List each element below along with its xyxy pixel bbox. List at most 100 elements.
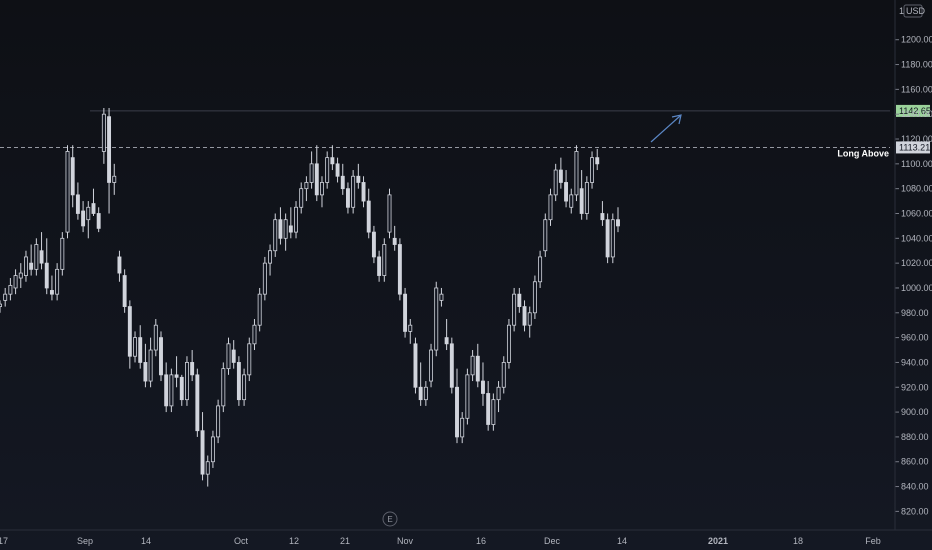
candle-body [475, 355, 480, 382]
y-tick-label: 1040.00 [901, 233, 932, 243]
arrow-up-icon[interactable] [650, 115, 681, 143]
candle [371, 225, 376, 264]
candle-body [153, 324, 158, 351]
x-tick-label: Dec [544, 536, 561, 546]
candle [382, 238, 387, 282]
candle [423, 381, 428, 406]
candle [143, 343, 148, 388]
candle-body [304, 182, 309, 190]
candle-body [600, 213, 605, 221]
x-tick-label: Nov [397, 536, 414, 546]
candle-body [574, 151, 579, 196]
candle [133, 331, 137, 363]
candle-body [257, 293, 262, 326]
y-tick-label: 1060.00 [901, 208, 932, 218]
candle-body [247, 343, 252, 376]
candle-body [517, 293, 522, 307]
candle [70, 145, 75, 208]
candle-body [351, 175, 356, 208]
candle-body [164, 374, 169, 407]
candle-body [532, 281, 537, 314]
candle [0, 300, 2, 313]
candle [548, 188, 553, 226]
candle-body [184, 362, 189, 401]
candle-body [13, 275, 18, 289]
candle [486, 381, 491, 431]
candle-body [242, 374, 247, 401]
candle-body [314, 163, 319, 196]
candle-body [340, 175, 345, 190]
candle [81, 201, 86, 233]
candle-body [179, 376, 184, 401]
candle [148, 337, 153, 388]
earnings-event-icon[interactable] [382, 511, 398, 527]
candle-body [70, 157, 75, 196]
candle [527, 306, 532, 338]
candle [55, 263, 60, 301]
y-tick-label: 1120.00 [901, 134, 932, 144]
candle [65, 145, 70, 239]
currency-badge[interactable] [903, 4, 923, 18]
candle-body [231, 349, 236, 363]
candle [330, 145, 335, 171]
candle [60, 232, 65, 276]
candle [579, 170, 584, 220]
candles [0, 107, 620, 487]
candle [429, 343, 434, 388]
candle [434, 281, 439, 357]
candle-body [403, 293, 408, 332]
candle-body [423, 386, 428, 401]
currency-label: USD [906, 6, 926, 16]
y-tick-label: 1180.00 [901, 60, 932, 70]
candle [361, 176, 366, 208]
x-tick-label: Oct [234, 536, 249, 546]
candle [481, 362, 485, 406]
candle [439, 287, 444, 307]
x-tick-label: 14 [617, 536, 627, 546]
candle-body [397, 244, 402, 295]
y-tick-label: 840.00 [901, 482, 929, 492]
candle [127, 300, 132, 369]
candle [117, 250, 122, 282]
candle [506, 318, 511, 369]
candle [210, 430, 215, 468]
earnings-event-label: E [387, 515, 392, 524]
candle-body [538, 256, 543, 283]
candle [288, 207, 293, 239]
candle-body [543, 219, 548, 252]
candle [242, 368, 247, 406]
candle-body [579, 188, 584, 214]
candle-body [112, 175, 117, 183]
candle-body [205, 461, 210, 475]
candle [236, 356, 241, 406]
candle [252, 318, 257, 351]
candle-body [449, 343, 454, 388]
candle-body [371, 231, 376, 258]
y-tick-label: 1080.00 [901, 184, 932, 194]
candle [18, 263, 23, 288]
long-level-price-label: 1113.21 [899, 142, 930, 152]
candle-body [392, 237, 397, 245]
candle [309, 151, 314, 189]
candle-body [418, 386, 423, 401]
candle-body [590, 157, 594, 183]
candle [3, 287, 8, 307]
y-tick-label: 900.00 [901, 407, 929, 417]
candle [538, 250, 543, 288]
candle [320, 176, 324, 208]
candle [340, 163, 345, 195]
candle-body [616, 219, 620, 227]
candle-body [159, 337, 163, 376]
candle-body [138, 337, 143, 363]
candle-body [29, 262, 34, 270]
candle [377, 250, 382, 282]
candle-body [148, 349, 153, 382]
candle [351, 170, 356, 214]
candle-body [299, 188, 304, 208]
candle [465, 368, 470, 425]
candle-body [3, 293, 8, 301]
x-tick-label: 21 [340, 536, 350, 546]
candle [221, 362, 226, 413]
candle [590, 151, 594, 189]
